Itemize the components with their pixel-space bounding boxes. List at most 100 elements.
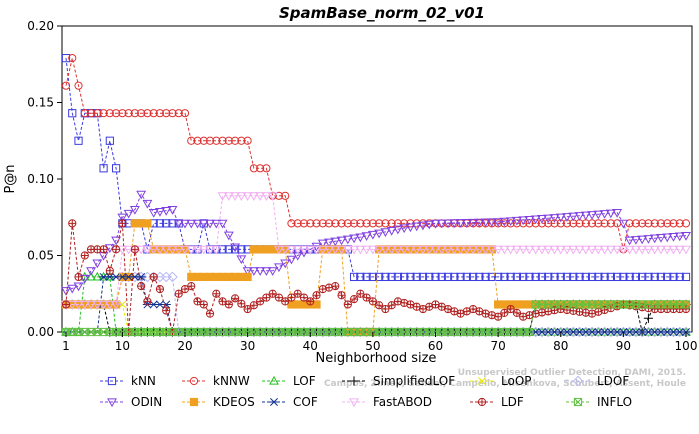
data-point-fastabod bbox=[367, 245, 378, 255]
data-point-knnw bbox=[112, 109, 121, 118]
legend-marker-knnw bbox=[189, 376, 199, 386]
data-point-ldf bbox=[362, 293, 371, 302]
data-point-knn bbox=[437, 272, 446, 282]
data-point-odin bbox=[180, 219, 190, 229]
data-point-knnw bbox=[381, 219, 390, 228]
legend-item-ldf: LDF bbox=[470, 395, 524, 409]
data-point-inflo bbox=[681, 300, 691, 309]
series-inflo bbox=[61, 300, 691, 337]
data-point-fastabod bbox=[230, 192, 241, 201]
data-point-knnw bbox=[124, 109, 133, 118]
data-point-fastabod bbox=[104, 300, 115, 310]
data-point-knnw bbox=[650, 219, 659, 228]
legend-marker-kdeos bbox=[189, 397, 199, 407]
data-point-knn bbox=[650, 272, 659, 282]
legend-label-knn: kNN bbox=[131, 374, 156, 388]
data-point-knn bbox=[675, 272, 684, 282]
data-point-knnw bbox=[162, 109, 171, 118]
data-point-knnw bbox=[243, 136, 252, 145]
legend-item-knn: kNN bbox=[100, 374, 156, 388]
data-point-knnw bbox=[93, 109, 102, 118]
data-point-fastabod bbox=[205, 245, 216, 255]
data-point-odin bbox=[511, 216, 522, 226]
data-point-fastabod bbox=[386, 245, 397, 255]
data-point-odin bbox=[455, 219, 466, 228]
data-point-ldf bbox=[118, 219, 127, 228]
data-point-knnw bbox=[212, 136, 221, 145]
watermark: Unsupervised Outlier Detection, DAMI, 20… bbox=[324, 368, 686, 389]
data-point-knn bbox=[512, 272, 522, 282]
x-tick-label: 80 bbox=[553, 339, 568, 353]
data-point-knn bbox=[475, 272, 484, 282]
data-point-ldf bbox=[174, 289, 183, 298]
data-point-fastabod bbox=[111, 300, 122, 310]
data-point-odin bbox=[605, 209, 616, 219]
data-point-ldf bbox=[349, 295, 359, 304]
data-point-knn bbox=[606, 272, 615, 282]
data-point-knnw bbox=[337, 219, 346, 228]
data-point-knn bbox=[569, 272, 578, 282]
data-point-knnw bbox=[287, 219, 296, 228]
data-point-knn bbox=[224, 245, 233, 254]
legend-label-fastabod: FastABOD bbox=[373, 395, 432, 409]
series-line-knnw bbox=[65, 57, 686, 250]
data-point-knn bbox=[613, 272, 622, 282]
y-axis-label: P@n bbox=[3, 164, 18, 193]
data-point-fastabod bbox=[355, 245, 366, 255]
data-point-knn bbox=[406, 272, 415, 282]
data-point-ldf bbox=[368, 297, 377, 306]
data-point-odin bbox=[536, 215, 547, 224]
data-point-knnw bbox=[631, 219, 640, 228]
data-point-odin bbox=[86, 267, 97, 276]
legend-item-simplifiedlof: SimplifiedLOF bbox=[342, 374, 455, 388]
data-point-knn bbox=[594, 272, 603, 282]
legend-label-loop: LoOP bbox=[501, 374, 532, 388]
data-point-fastabod bbox=[674, 245, 685, 255]
data-point-knnw bbox=[600, 219, 609, 228]
data-point-fastabod bbox=[317, 245, 328, 255]
data-point-kdeos bbox=[143, 219, 152, 228]
data-point-knnw bbox=[174, 109, 183, 118]
data-point-knnw bbox=[187, 136, 196, 145]
data-point-odin bbox=[668, 233, 679, 242]
data-point-knnw bbox=[375, 219, 384, 228]
data-point-fastabod bbox=[668, 245, 679, 255]
data-point-fastabod bbox=[643, 245, 654, 255]
data-point-knnw bbox=[149, 109, 158, 118]
data-point-fastabod bbox=[342, 245, 353, 255]
data-point-odin bbox=[649, 234, 660, 244]
data-point-knnw bbox=[324, 219, 334, 228]
data-point-knn bbox=[587, 272, 597, 282]
data-point-odin bbox=[424, 220, 435, 230]
data-point-fastabod bbox=[217, 192, 228, 201]
data-point-odin bbox=[574, 212, 585, 221]
data-point-kdeos bbox=[243, 272, 252, 282]
data-point-knnw bbox=[531, 219, 540, 228]
data-point-ldf bbox=[318, 285, 327, 294]
data-point-fastabod bbox=[536, 245, 547, 255]
data-point-knnw bbox=[537, 219, 547, 228]
data-point-knn bbox=[356, 272, 365, 282]
data-point-ldf bbox=[249, 301, 258, 310]
data-point-odin bbox=[223, 231, 234, 241]
y-tick-label: 0.10 bbox=[27, 172, 54, 186]
data-point-knn bbox=[644, 272, 653, 282]
data-point-ldf bbox=[149, 272, 158, 282]
data-point-knnw bbox=[205, 136, 215, 145]
data-point-fastabod bbox=[286, 245, 297, 255]
x-tick-label: 40 bbox=[303, 339, 318, 353]
data-point-knnw bbox=[550, 219, 559, 228]
data-point-ldf bbox=[99, 245, 108, 254]
data-point-fastabod bbox=[192, 245, 203, 255]
data-point-ldf bbox=[262, 293, 271, 302]
data-point-fastabod bbox=[311, 245, 322, 255]
data-point-fastabod bbox=[480, 245, 491, 255]
data-point-ldf bbox=[506, 304, 515, 314]
data-point-odin bbox=[593, 210, 604, 220]
data-point-ldf bbox=[587, 309, 597, 318]
data-point-fastabod bbox=[524, 245, 535, 255]
data-point-ldf bbox=[487, 311, 496, 320]
data-point-ldf bbox=[268, 289, 277, 298]
data-point-fastabod bbox=[474, 245, 485, 255]
data-point-knnw bbox=[306, 219, 315, 228]
